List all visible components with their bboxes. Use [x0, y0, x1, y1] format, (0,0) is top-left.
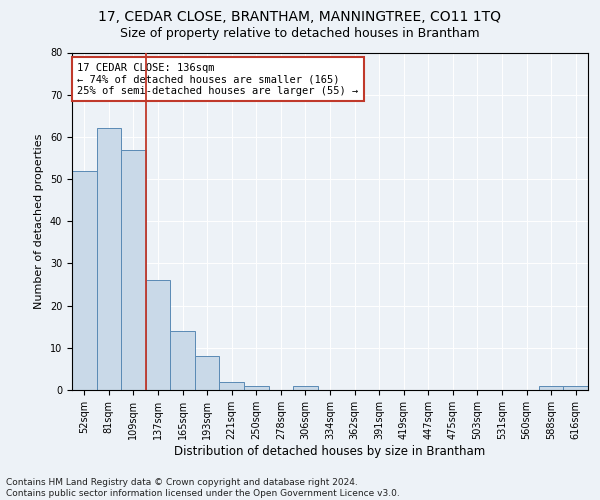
Text: 17, CEDAR CLOSE, BRANTHAM, MANNINGTREE, CO11 1TQ: 17, CEDAR CLOSE, BRANTHAM, MANNINGTREE, …	[98, 10, 502, 24]
Bar	[563, 386, 588, 390]
Bar	[244, 386, 269, 390]
Bar	[121, 150, 146, 390]
Bar	[170, 331, 195, 390]
Bar	[195, 356, 220, 390]
Bar	[146, 280, 170, 390]
Text: Size of property relative to detached houses in Brantham: Size of property relative to detached ho…	[120, 28, 480, 40]
Bar	[220, 382, 244, 390]
Bar	[72, 170, 97, 390]
X-axis label: Distribution of detached houses by size in Brantham: Distribution of detached houses by size …	[175, 444, 485, 458]
Bar	[293, 386, 318, 390]
Text: Contains HM Land Registry data © Crown copyright and database right 2024.
Contai: Contains HM Land Registry data © Crown c…	[6, 478, 400, 498]
Bar	[539, 386, 563, 390]
Text: 17 CEDAR CLOSE: 136sqm
← 74% of detached houses are smaller (165)
25% of semi-de: 17 CEDAR CLOSE: 136sqm ← 74% of detached…	[77, 62, 358, 96]
Bar	[97, 128, 121, 390]
Y-axis label: Number of detached properties: Number of detached properties	[34, 134, 44, 309]
